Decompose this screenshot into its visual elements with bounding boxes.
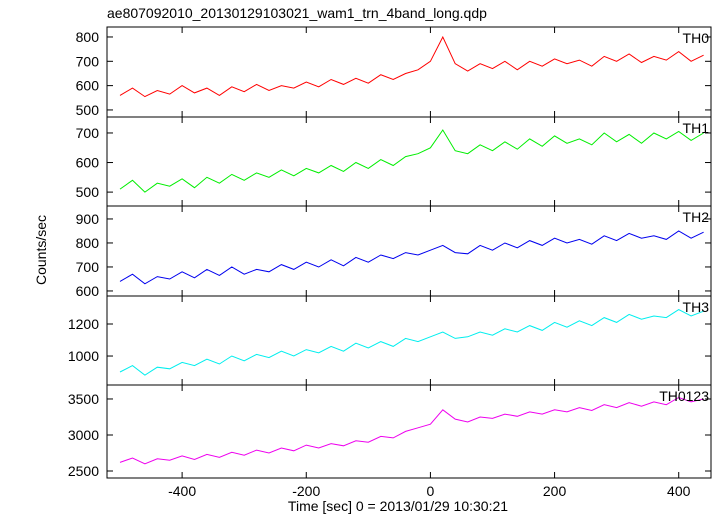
y-tick-label: 1200	[68, 316, 99, 332]
y-tick-label: 3500	[68, 391, 99, 407]
data-line	[119, 129, 704, 193]
panel-frame	[106, 295, 712, 386]
y-tick-label: 600	[76, 283, 100, 299]
panel-label: TH0123	[659, 388, 709, 404]
y-tick-label: 700	[76, 125, 100, 141]
y-tick-label: 500	[76, 184, 100, 200]
data-line	[119, 396, 704, 465]
panel-label: TH1	[683, 120, 710, 136]
y-tick-label: 900	[76, 211, 100, 227]
y-tick-label: 600	[76, 78, 100, 94]
x-tick-label: 0	[427, 483, 435, 499]
panel-frame	[106, 205, 712, 297]
panel-label: TH3	[683, 299, 710, 315]
y-tick-label: 700	[76, 53, 100, 69]
chart-title: ae807092010_20130129103021_wam1_trn_4ban…	[107, 5, 487, 21]
data-line	[119, 230, 704, 285]
y-axis-label: Counts/sec	[33, 215, 49, 285]
panel-frame	[106, 384, 712, 479]
y-tick-label: 3000	[68, 427, 99, 443]
y-tick-label: 2500	[68, 463, 99, 479]
panel-label: TH0	[683, 30, 710, 46]
data-line	[119, 35, 704, 98]
y-tick-label: 1000	[68, 348, 99, 364]
panel-frame	[106, 116, 712, 207]
x-tick-label: 400	[667, 483, 691, 499]
x-tick-label: -400	[168, 483, 196, 499]
y-tick-label: 700	[76, 259, 100, 275]
y-tick-label: 800	[76, 29, 100, 45]
y-tick-label: 800	[76, 235, 100, 251]
x-tick-label: 200	[543, 483, 567, 499]
data-line	[119, 309, 704, 376]
y-tick-label: 500	[76, 102, 100, 118]
x-tick-label: -200	[292, 483, 320, 499]
panel-label: TH2	[683, 209, 710, 225]
y-tick-label: 600	[76, 155, 100, 171]
x-axis-label: Time [sec] 0 = 2013/01/29 10:30:21	[288, 498, 508, 514]
